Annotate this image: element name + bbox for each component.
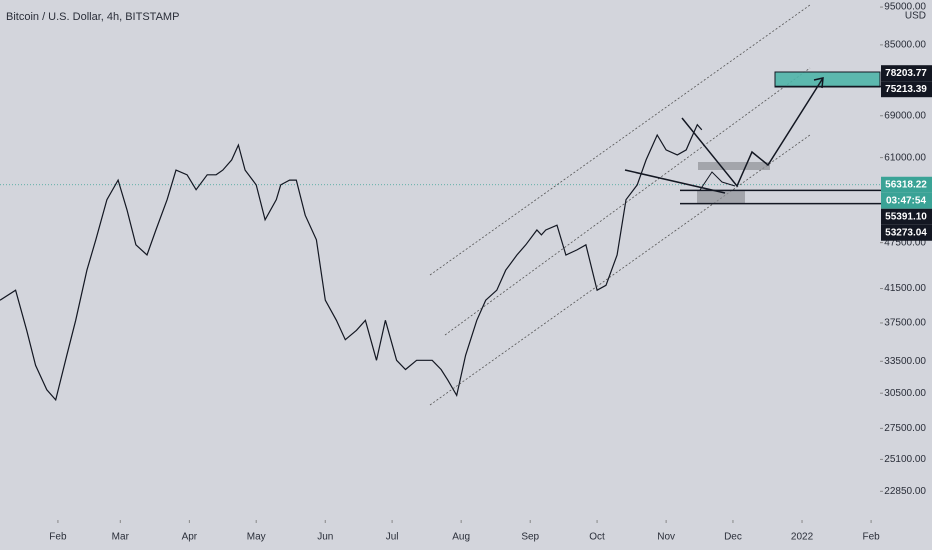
price-label-box <box>881 208 932 225</box>
y-tick-label: 85000.00 <box>884 40 926 51</box>
projection-path <box>681 77 824 188</box>
zigzag <box>699 171 736 191</box>
y-tick-label: 95000.00 <box>884 2 926 13</box>
x-tick-label: Sep <box>521 532 539 543</box>
x-tick-label: Apr <box>182 532 198 543</box>
price-label-box <box>881 176 932 193</box>
price-label: 78203.77 <box>885 68 927 79</box>
price-label: 75213.39 <box>885 84 927 95</box>
plot-area <box>0 123 880 402</box>
x-tick-label: Dec <box>724 532 742 543</box>
price-label-box <box>881 81 932 98</box>
x-tick-label: Mar <box>112 532 130 543</box>
y-tick-label: 37500.00 <box>884 318 926 329</box>
x-tick-label: Aug <box>452 532 470 543</box>
y-tick-label: 33500.00 <box>884 356 926 367</box>
y-tick-label: 47500.00 <box>884 237 926 248</box>
arrow-head <box>813 77 824 89</box>
price-line <box>0 123 703 402</box>
countdown-label: 03:47:54 <box>886 195 926 206</box>
x-tick-label: Oct <box>589 532 605 543</box>
axis-unit: USD <box>905 11 926 22</box>
trend-line <box>624 169 726 194</box>
price-label-box <box>881 224 932 241</box>
price-label: 56318.22 <box>885 179 927 190</box>
x-tick-label: Jul <box>386 532 399 543</box>
channel-upper <box>429 4 811 276</box>
x-tick-label: 2022 <box>791 532 814 543</box>
zone-box <box>698 162 770 170</box>
x-tick-label: Nov <box>657 532 675 543</box>
y-tick-label: 25100.00 <box>884 454 926 465</box>
x-tick-label: Feb <box>49 532 67 543</box>
price-label: 55391.10 <box>885 211 927 222</box>
channel-middle <box>444 67 811 336</box>
y-tick-label: 30500.00 <box>884 388 926 399</box>
countdown-label-box <box>881 192 932 209</box>
x-tick-label: May <box>247 532 266 543</box>
y-tick-label: 61000.00 <box>884 152 926 163</box>
target-box <box>774 71 881 88</box>
x-tick-label: Feb <box>862 532 880 543</box>
price-label-box <box>881 65 932 82</box>
zone-box <box>697 190 745 203</box>
channel-lower <box>429 134 811 406</box>
y-tick-label: 41500.00 <box>884 283 926 294</box>
y-tick-label: 69000.00 <box>884 110 926 121</box>
x-tick-label: Jun <box>317 532 333 543</box>
chart-title: Bitcoin / U.S. Dollar, 4h, BITSTAMP <box>6 11 179 23</box>
price-label: 53273.04 <box>885 227 927 238</box>
y-tick-label: 22850.00 <box>884 486 926 497</box>
y-tick-label: 27500.00 <box>884 423 926 434</box>
